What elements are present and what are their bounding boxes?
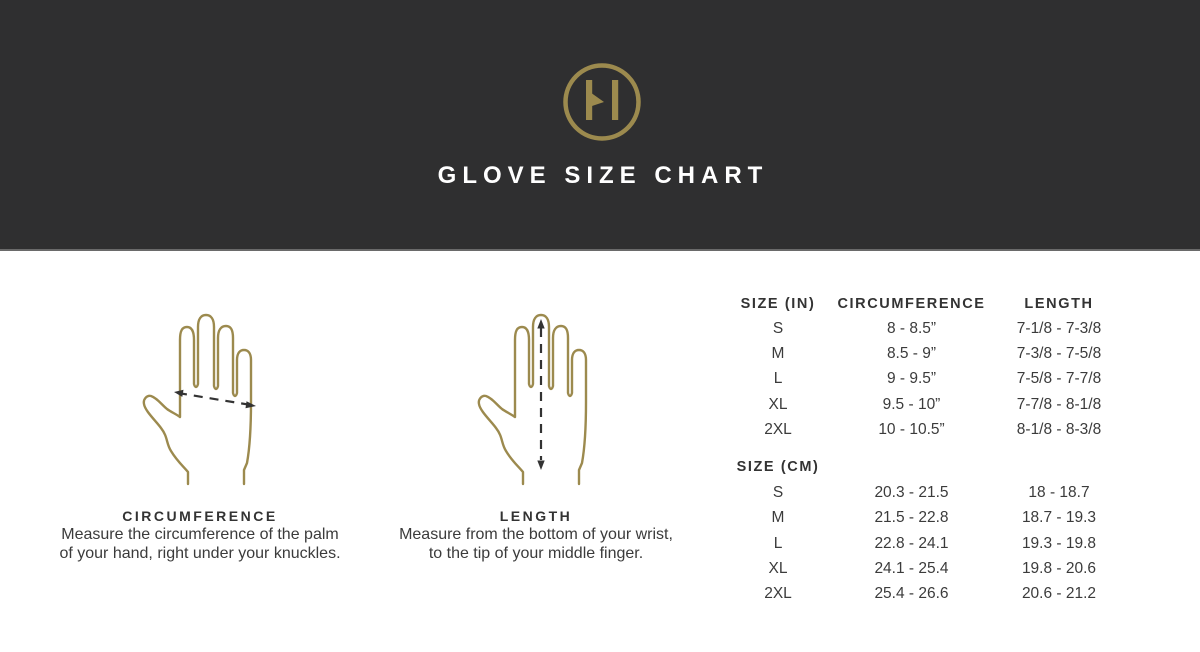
circumference-cell: 21.5 - 22.8 bbox=[874, 509, 949, 527]
size-cell: M bbox=[771, 344, 785, 362]
length-cell: 19.8 - 20.6 bbox=[1021, 560, 1097, 578]
circumference-caption: CIRCUMFERENCE Measure the circumference … bbox=[40, 507, 360, 563]
circumference-dashed-arrow-icon bbox=[177, 391, 252, 407]
size-cell: 2XL bbox=[764, 585, 792, 603]
table-row-in-m: M 8.5 - 9” 7-3/8 - 7-5/8 bbox=[722, 341, 1132, 366]
circumference-caption-line2: of your hand, right under your knuckles. bbox=[59, 544, 341, 562]
size-cell: 2XL bbox=[764, 420, 792, 438]
brand-logo bbox=[562, 62, 642, 142]
length-caption: LENGTH Measure from the bottom of your w… bbox=[376, 507, 696, 563]
length-cell: 7-1/8 - 7-3/8 bbox=[1016, 319, 1102, 337]
table-row-cm-s: S 20.3 - 21.5 18 - 18.7 bbox=[722, 480, 1132, 505]
size-cell: M bbox=[771, 509, 785, 527]
circumference-cell: 10 - 10.5” bbox=[878, 420, 945, 438]
header-banner: GLOVE SIZE CHART bbox=[0, 0, 1200, 251]
circumference-cell: 9 - 9.5” bbox=[886, 370, 937, 388]
circumference-cell: 25.4 - 26.6 bbox=[874, 585, 949, 603]
circumference-cell: 22.8 - 24.1 bbox=[874, 534, 949, 552]
table-row-in-l: L 9 - 9.5” 7-5/8 - 7-7/8 bbox=[722, 367, 1132, 392]
size-cell: XL bbox=[768, 395, 788, 413]
length-cell: 8-1/8 - 8-3/8 bbox=[1016, 420, 1102, 438]
length-caption-line2: to the tip of your middle finger. bbox=[428, 544, 644, 562]
table-row-cm-xl: XL 24.1 - 25.4 19.8 - 20.6 bbox=[722, 556, 1132, 581]
length-hand-diagram-icon bbox=[477, 313, 588, 486]
length-cell: 7-5/8 - 7-7/8 bbox=[1016, 370, 1102, 388]
length-cell: 20.6 - 21.2 bbox=[1021, 585, 1097, 603]
column-header-circumference: CIRCUMFERENCE bbox=[837, 296, 986, 312]
column-header-size-cm: SIZE (CM) bbox=[736, 459, 820, 476]
circumference-cell: 24.1 - 25.4 bbox=[874, 560, 949, 578]
circumference-caption-line1: Measure the circumference of the palm bbox=[61, 526, 339, 543]
circumference-hand-diagram-icon bbox=[142, 313, 256, 486]
column-header-length: LENGTH bbox=[1024, 296, 1094, 312]
circumference-cell: 20.3 - 21.5 bbox=[874, 484, 949, 502]
length-cell: 7-3/8 - 7-5/8 bbox=[1016, 344, 1102, 362]
h-monogram-icon bbox=[563, 63, 641, 141]
size-table-header-row: SIZE (IN) CIRCUMFERENCE LENGTH bbox=[722, 292, 1132, 316]
size-cell: S bbox=[772, 484, 784, 502]
circumference-cell: 9.5 - 10” bbox=[882, 395, 941, 413]
column-header-size-in: SIZE (IN) bbox=[740, 296, 816, 312]
table-row-cm-m: M 21.5 - 22.8 18.7 - 19.3 bbox=[722, 506, 1132, 531]
circumference-cell: 8 - 8.5” bbox=[886, 319, 937, 337]
length-cell: 7-7/8 - 8-1/8 bbox=[1016, 395, 1102, 413]
length-cell: 18.7 - 19.3 bbox=[1021, 509, 1097, 527]
table-row-in-2xl: 2XL 10 - 10.5” 8-1/8 - 8-3/8 bbox=[722, 417, 1132, 442]
length-cell: 19.3 - 19.8 bbox=[1021, 534, 1097, 552]
size-cell: S bbox=[772, 319, 784, 337]
length-caption-title: LENGTH bbox=[499, 508, 573, 524]
size-table: SIZE (IN) CIRCUMFERENCE LENGTH S 8 - 8.5… bbox=[722, 292, 1132, 607]
table-row-cm-2xl: 2XL 25.4 - 26.6 20.6 - 21.2 bbox=[722, 582, 1132, 607]
page-title: GLOVE SIZE CHART bbox=[437, 162, 769, 189]
length-caption-line1: Measure from the bottom of your wrist, bbox=[399, 526, 673, 543]
table-row-cm-l: L 22.8 - 24.1 19.3 - 19.8 bbox=[722, 531, 1132, 556]
length-cell: 18 - 18.7 bbox=[1028, 484, 1090, 502]
table-row-in-s: S 8 - 8.5” 7-1/8 - 7-3/8 bbox=[722, 316, 1132, 341]
circumference-cell: 8.5 - 9” bbox=[886, 344, 937, 362]
size-cell: L bbox=[773, 534, 783, 552]
table-row-in-xl: XL 9.5 - 10” 7-7/8 - 8-1/8 bbox=[722, 392, 1132, 417]
circumference-caption-title: CIRCUMFERENCE bbox=[122, 508, 278, 524]
size-table-cm-header-row: SIZE (CM) bbox=[722, 454, 1132, 480]
size-cell: L bbox=[773, 370, 783, 388]
size-cell: XL bbox=[768, 560, 788, 578]
